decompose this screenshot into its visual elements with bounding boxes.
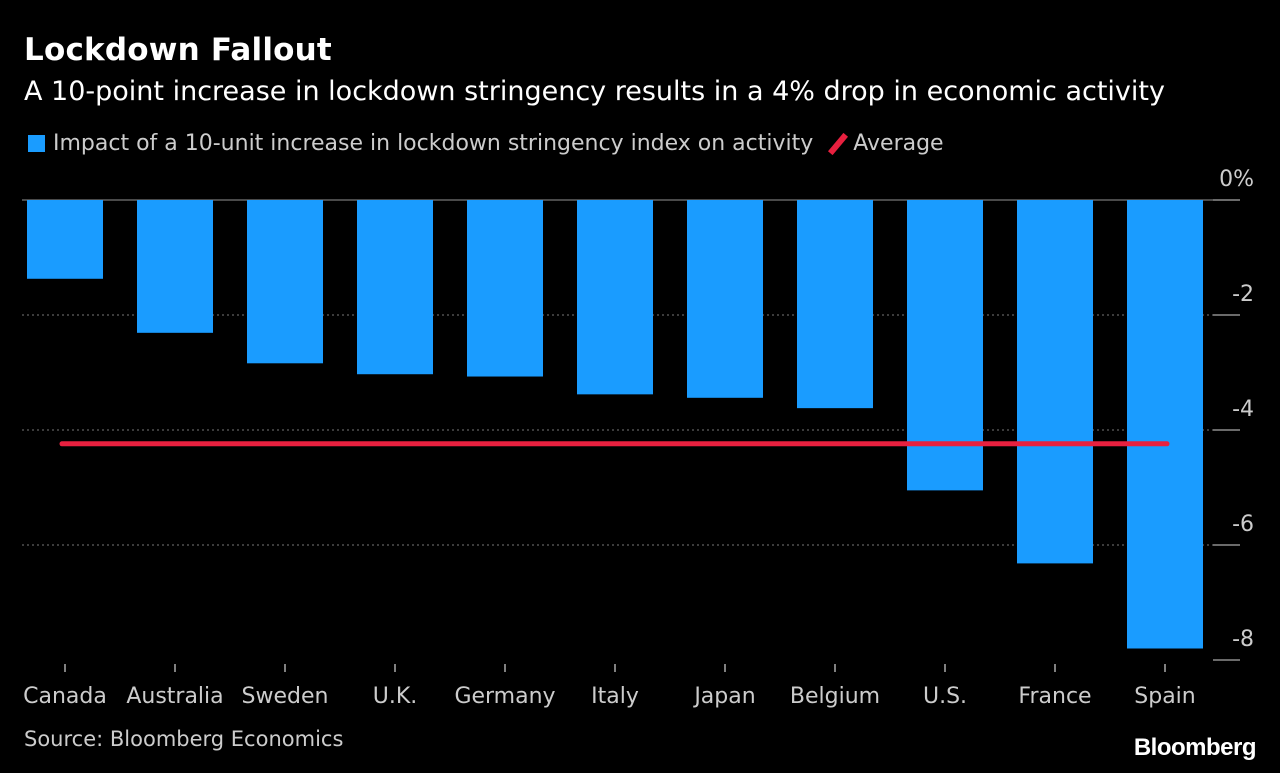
y-tick-label: 0%: [1219, 167, 1254, 192]
legend-series-label: Impact of a 10-unit increase in lockdown…: [53, 131, 814, 156]
category-label: Japan: [692, 684, 755, 709]
legend: Impact of a 10-unit increase in lockdown…: [28, 131, 944, 156]
y-tick-label: -2: [1232, 282, 1254, 307]
category-label: Germany: [454, 684, 555, 709]
bar: [247, 200, 323, 364]
category-label: Canada: [23, 684, 107, 709]
bar: [687, 200, 763, 398]
bars: [27, 200, 1203, 649]
bar: [467, 200, 543, 377]
bar-chart: 0% -2 -4 -6 -8 Canada Australia Sweden U.K. Germ…: [22, 167, 1254, 709]
bar: [357, 200, 433, 375]
category-label: Sweden: [242, 684, 329, 709]
category-label: Australia: [126, 684, 223, 709]
category-label: France: [1018, 684, 1091, 709]
category-label: U.K.: [373, 684, 418, 709]
chart-title: Lockdown Fallout: [24, 32, 332, 68]
category-label: Spain: [1134, 684, 1195, 709]
bar: [577, 200, 653, 395]
bar: [27, 200, 103, 279]
bloomberg-logo: Bloomberg: [1133, 734, 1257, 761]
source-note: Source: Bloomberg Economics: [24, 727, 344, 751]
y-tick-label: -6: [1232, 512, 1254, 537]
bar: [1017, 200, 1093, 564]
y-tick-label: -8: [1232, 627, 1254, 652]
legend-series-swatch: [28, 135, 45, 152]
category-label: Italy: [591, 684, 639, 709]
x-axis: Canada Australia Sweden U.K. Germany Italy Jap…: [23, 664, 1196, 709]
legend-average-label: Average: [853, 131, 944, 156]
y-axis: 0% -2 -4 -6 -8: [1213, 167, 1254, 661]
bar: [797, 200, 873, 409]
y-tick-label: -4: [1232, 397, 1254, 422]
bar: [907, 200, 983, 491]
category-label: Belgium: [790, 684, 880, 709]
category-label: U.S.: [923, 684, 967, 709]
bar: [137, 200, 213, 333]
chart-subtitle: A 10-point increase in lockdown stringen…: [24, 76, 1165, 107]
bar: [1127, 200, 1203, 649]
legend-average-swatch: [828, 132, 849, 155]
